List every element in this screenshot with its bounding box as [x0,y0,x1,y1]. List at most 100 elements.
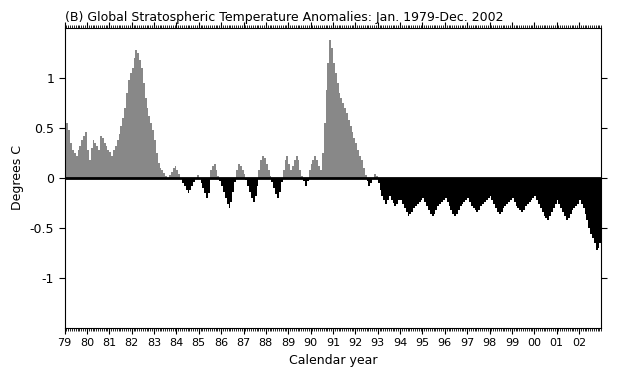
Bar [174,166,176,178]
Bar [510,178,512,200]
Bar [570,178,572,214]
Bar [192,178,193,186]
Bar [476,178,478,212]
Bar [255,178,256,196]
Bar [87,150,89,178]
Bar [299,170,302,178]
Bar [421,178,423,200]
Bar [590,178,592,234]
Bar [303,178,305,181]
Bar [169,175,171,178]
Bar [374,174,376,178]
Bar [341,98,342,178]
Bar [135,50,137,178]
Bar [102,138,104,178]
Bar [219,178,221,181]
Bar [596,178,598,250]
Bar [598,178,599,248]
Bar [281,178,282,182]
Bar [417,178,418,204]
Bar [78,150,80,178]
Bar [381,178,383,196]
Bar [482,178,484,204]
Bar [104,143,106,178]
Bar [441,178,443,202]
Bar [197,175,199,178]
Bar [260,160,262,178]
Bar [449,178,451,206]
Bar [266,164,268,178]
Bar [89,160,91,178]
Bar [126,93,128,178]
Bar [499,178,501,214]
Bar [264,158,266,178]
Bar [176,170,178,178]
Bar [392,178,394,203]
Bar [480,178,482,206]
Bar [132,68,133,178]
Bar [158,163,159,178]
Bar [456,178,458,214]
Bar [115,146,117,178]
Bar [436,178,438,210]
Bar [577,178,579,204]
Bar [245,178,247,180]
Bar [579,178,581,200]
Bar [106,146,108,178]
Bar [216,170,218,178]
Bar [515,178,517,206]
Bar [409,178,411,214]
Bar [553,178,555,208]
Bar [256,178,258,186]
Y-axis label: Degrees C: Degrees C [11,146,24,211]
Bar [432,178,434,216]
Bar [402,178,404,204]
Bar [148,116,150,178]
Bar [297,160,299,178]
Bar [229,178,231,208]
Bar [258,170,260,178]
Bar [70,143,72,178]
Bar [315,156,316,178]
Bar [205,178,206,193]
Bar [249,178,251,192]
Bar [124,108,126,178]
Bar [231,178,232,202]
Bar [465,178,467,200]
Bar [322,153,324,178]
Bar [423,178,425,198]
Bar [467,178,469,198]
Bar [201,178,203,183]
Bar [277,178,279,198]
Bar [232,178,234,192]
Bar [540,178,542,208]
Bar [527,178,528,204]
Bar [309,170,311,178]
Bar [76,156,78,178]
Bar [508,178,510,202]
Bar [113,150,115,178]
Bar [316,160,318,178]
Bar [538,178,540,204]
Bar [599,178,601,243]
Bar [506,178,508,204]
Bar [488,178,489,198]
Bar [469,178,471,202]
Bar [387,178,389,200]
Bar [452,178,454,214]
Bar [122,118,124,178]
Bar [447,178,449,202]
Bar [430,178,432,214]
Bar [557,178,559,200]
Bar [313,160,315,178]
Bar [240,166,242,178]
Bar [407,178,409,216]
Bar [544,178,546,216]
Bar [445,178,447,198]
Bar [574,178,575,208]
Bar [146,108,148,178]
Bar [361,160,363,178]
Bar [206,178,208,198]
Bar [288,164,290,178]
Bar [348,120,350,178]
